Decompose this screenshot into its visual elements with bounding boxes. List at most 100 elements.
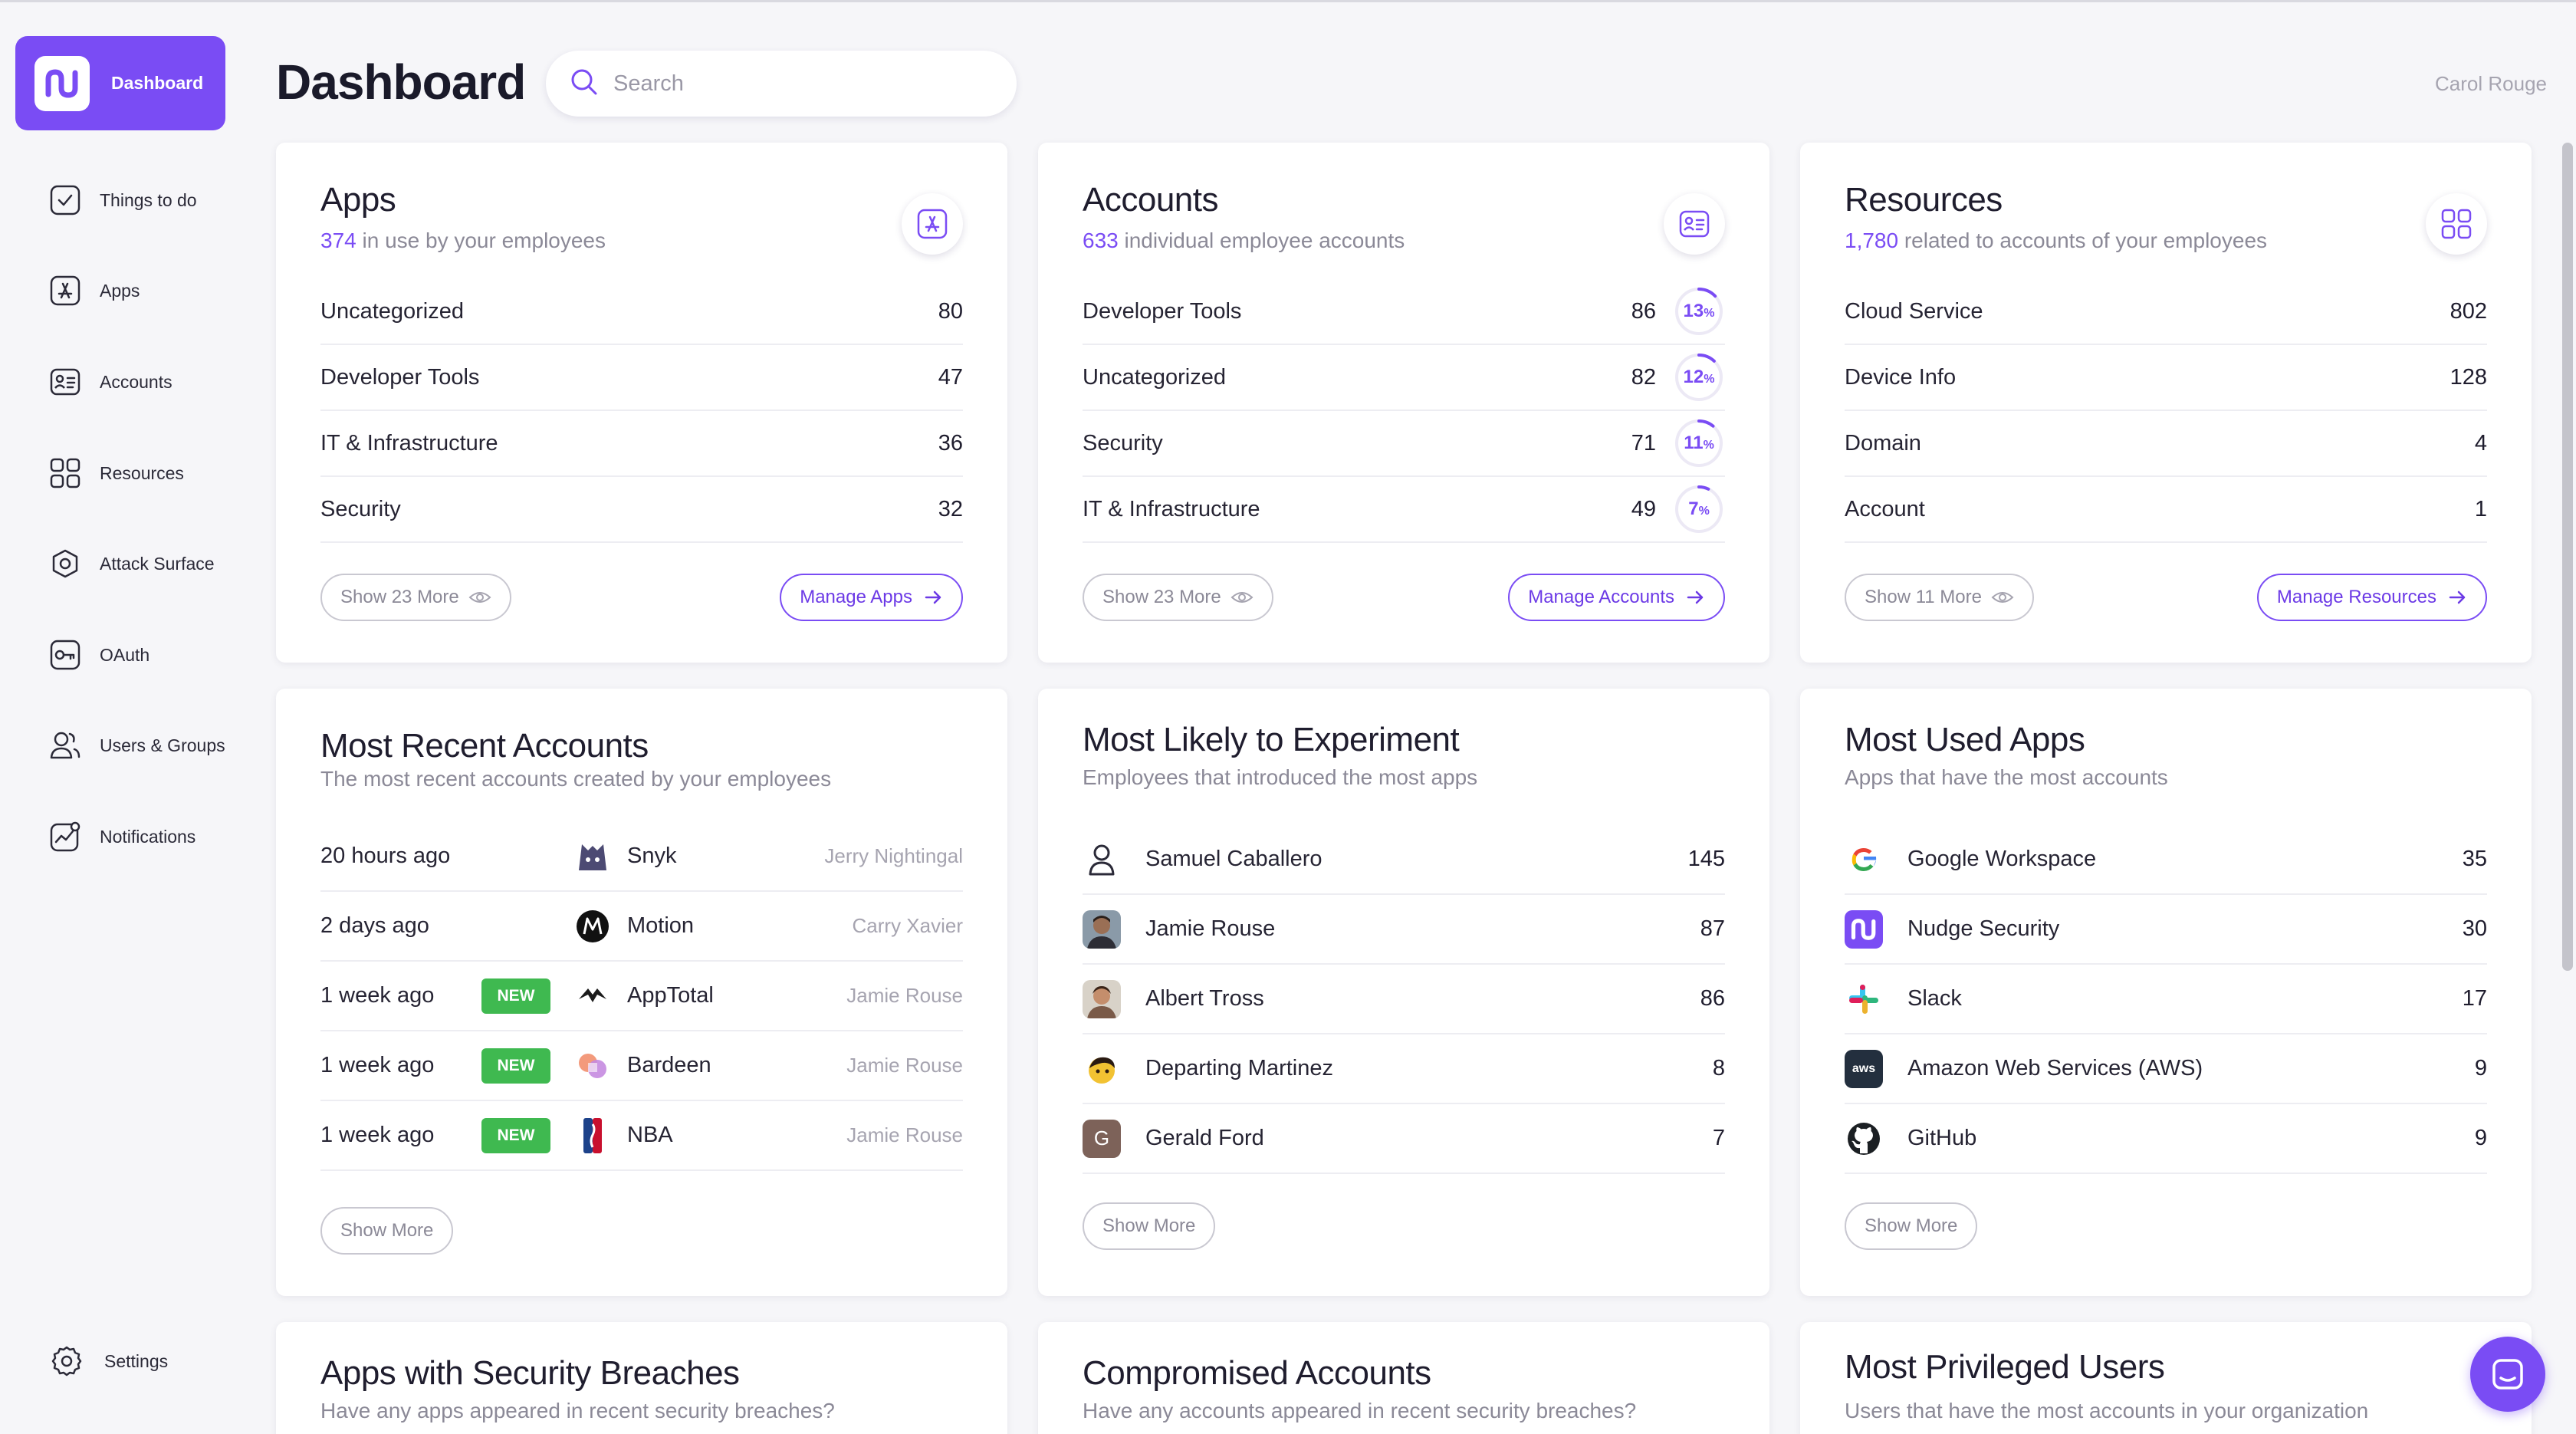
list-item[interactable]: Nudge Security 30 (1845, 895, 2487, 965)
row-value: 9 (2474, 1056, 2487, 1080)
card-subtitle: 633 individual employee accounts (1083, 229, 1405, 252)
recent-show-more-button[interactable]: Show More (320, 1207, 454, 1255)
nav-notifications[interactable]: Notifications (49, 817, 241, 856)
manage-resources-button[interactable]: Manage Resources (2256, 574, 2487, 621)
list-item[interactable]: Uncategorized 80 (320, 279, 963, 345)
accounts-count: 633 (1083, 229, 1119, 252)
list-item[interactable]: Samuel Caballero 145 (1083, 825, 1725, 895)
user-menu[interactable]: Carol Rouge (2435, 72, 2547, 95)
row-label: Uncategorized (320, 298, 464, 324)
nav-accounts-label: Accounts (100, 371, 172, 392)
nudge-logo-icon (34, 55, 90, 111)
new-badge: NEW (481, 1117, 550, 1153)
nav-resources[interactable]: Resources (49, 454, 241, 492)
slack-logo-icon (1845, 980, 1883, 1018)
most-used-apps-list: Google Workspace 35 Nudge Security 30 Sl… (1845, 825, 2487, 1174)
nav-oauth[interactable]: OAuth (49, 636, 241, 674)
list-item[interactable]: Developer Tools 47 (320, 345, 963, 411)
list-item[interactable]: Domain 4 (1845, 411, 2487, 477)
grid-icon (2441, 209, 2472, 239)
row-label: Security (1083, 430, 1163, 456)
card-title: Accounts (1083, 181, 1218, 219)
card-subtitle: Have any accounts appeared in recent sec… (1083, 1399, 1637, 1422)
card-title: Most Privileged Users (1845, 1348, 2165, 1386)
list-item[interactable]: Device Info 128 (1845, 345, 2487, 411)
apps-list: Uncategorized 80 Developer Tools 47 IT & I… (320, 279, 963, 543)
nav-accounts[interactable]: Accounts (49, 363, 241, 401)
row-app: Motion (627, 913, 695, 938)
nav-settings[interactable]: Settings (49, 1342, 241, 1380)
nav-oauth-label: OAuth (100, 644, 150, 665)
list-item[interactable]: 1 week ago NEW AppTotal Jamie Rouse (320, 962, 963, 1031)
list-item[interactable]: Security 32 (320, 477, 963, 543)
row-app: AppTotal (627, 983, 714, 1008)
row-time: 1 week ago (320, 1053, 435, 1077)
list-item[interactable]: Developer Tools 86 13% (1083, 279, 1725, 345)
nav-apps[interactable]: Apps (49, 271, 241, 310)
list-item[interactable]: Cloud Service 802 (1845, 279, 2487, 345)
nav-resources-label: Resources (100, 462, 184, 483)
nav-notifications-label: Notifications (100, 826, 196, 847)
nav-dashboard-label: Dashboard (111, 73, 204, 93)
apps-card: Apps 374 in use by your employees Uncate… (276, 143, 1007, 663)
search-input[interactable] (613, 71, 981, 97)
list-item[interactable]: Google Workspace 35 (1845, 825, 2487, 895)
list-item[interactable]: Security 71 11% (1083, 411, 1725, 477)
percent-ring: 12% (1673, 351, 1725, 403)
row-app: Snyk (627, 844, 677, 868)
nav-dashboard[interactable]: Dashboard (15, 36, 225, 130)
nav-attack-surface[interactable]: Attack Surface (49, 544, 241, 583)
list-item[interactable]: Uncategorized 82 12% (1083, 345, 1725, 411)
compromised-accounts-card: Compromised Accounts Have any accounts a… (1038, 1322, 1769, 1434)
percent-label: 7% (1688, 498, 1710, 519)
row-name: Amazon Web Services (AWS) (1907, 1056, 2203, 1080)
row-value: 47 (938, 364, 963, 390)
accounts-badge (1664, 193, 1725, 255)
list-item[interactable]: GitHub 9 (1845, 1104, 2487, 1174)
list-item[interactable]: 20 hours ago Snyk Jerry Nightingal (320, 822, 963, 892)
search-box[interactable] (546, 51, 1017, 117)
row-name: Nudge Security (1907, 916, 2060, 941)
grid-icon (49, 457, 81, 489)
experiment-card: Most Likely to Experiment Employees that… (1038, 689, 1769, 1296)
accounts-card: Accounts 633 individual employee account… (1038, 143, 1769, 663)
list-item[interactable]: 1 week ago NEW Bardeen Jamie Rouse (320, 1031, 963, 1101)
eye-icon (468, 592, 491, 603)
apps-show-more-button[interactable]: Show 23 More (320, 574, 511, 621)
most-used-show-more-button[interactable]: Show More (1845, 1202, 1978, 1250)
list-item[interactable]: Account 1 (1845, 477, 2487, 543)
scrollbar[interactable] (2562, 143, 2573, 971)
chat-button[interactable] (2470, 1337, 2545, 1412)
manage-accounts-button[interactable]: Manage Accounts (1508, 574, 1725, 621)
sidebar: Dashboard Things to do Apps Accounts Res… (0, 0, 253, 1434)
row-label: Device Info (1845, 364, 1957, 390)
accounts-list: Developer Tools 86 13% Uncategorized 82 12% … (1083, 279, 1725, 543)
github-logo-icon (1845, 1120, 1883, 1158)
list-item[interactable]: Slack 17 (1845, 965, 2487, 1034)
card-title: Resources (1845, 181, 2003, 219)
list-item[interactable]: Jamie Rouse 87 (1083, 895, 1725, 965)
list-item[interactable]: Departing Martinez 8 (1083, 1034, 1725, 1104)
privileged-users-card: Most Privileged Users Users that have th… (1800, 1322, 2532, 1434)
list-item[interactable]: aws Amazon Web Services (AWS) 9 (1845, 1034, 2487, 1104)
aws-logo-icon: aws (1845, 1049, 1883, 1088)
accounts-show-more-button[interactable]: Show 23 More (1083, 574, 1273, 621)
resources-show-more-button[interactable]: Show 11 More (1845, 574, 2034, 621)
nav-things-to-do[interactable]: Things to do (49, 181, 241, 219)
list-item[interactable]: G Gerald Ford 7 (1083, 1104, 1725, 1174)
nav-apps-label: Apps (100, 280, 140, 301)
list-item[interactable]: 2 days ago Motion Carry Xavier (320, 892, 963, 962)
user-icon (1083, 840, 1121, 879)
search-icon (569, 67, 600, 101)
list-item[interactable]: IT & Infrastructure 49 7% (1083, 477, 1725, 543)
list-item[interactable]: Albert Tross 86 (1083, 965, 1725, 1034)
row-label: Developer Tools (320, 364, 480, 390)
manage-apps-button[interactable]: Manage Apps (780, 574, 963, 621)
activity-icon (49, 821, 81, 853)
experiment-show-more-button[interactable]: Show More (1083, 1202, 1216, 1250)
experiment-list: Samuel Caballero 145 Jamie Rouse 87 Albe… (1083, 825, 1725, 1174)
row-label: IT & Infrastructure (1083, 496, 1260, 521)
list-item[interactable]: 1 week ago NEW NBA Jamie Rouse (320, 1101, 963, 1171)
nav-users-groups[interactable]: Users & Groups (49, 726, 241, 765)
list-item[interactable]: IT & Infrastructure 36 (320, 411, 963, 477)
